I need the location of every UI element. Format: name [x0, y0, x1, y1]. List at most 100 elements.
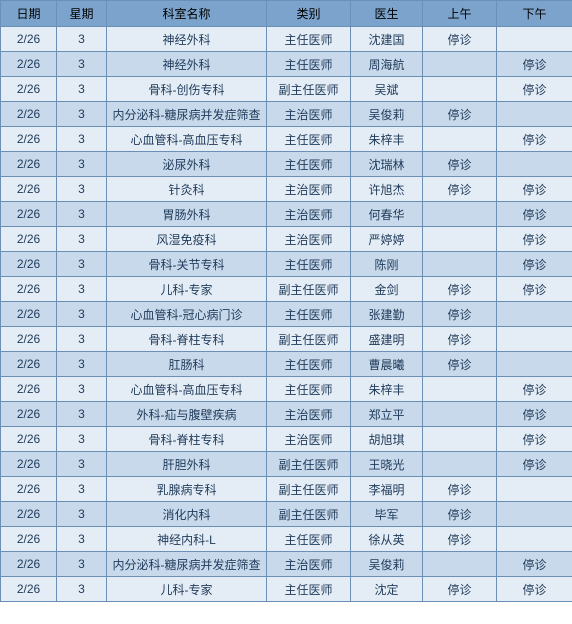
col-header-dept: 科室名称	[107, 1, 267, 27]
cell-am	[423, 77, 497, 102]
col-header-pm: 下午	[497, 1, 572, 27]
table-row: 2/263骨科-关节专科主任医师陈刚停诊	[1, 252, 572, 277]
cell-dept: 乳腺病专科	[107, 477, 267, 502]
cell-pm: 停诊	[497, 177, 572, 202]
cell-week: 3	[57, 152, 107, 177]
cell-week: 3	[57, 327, 107, 352]
cell-am	[423, 227, 497, 252]
cell-week: 3	[57, 252, 107, 277]
cell-pm	[497, 302, 572, 327]
cell-date: 2/26	[1, 427, 57, 452]
cell-date: 2/26	[1, 252, 57, 277]
cell-dept: 骨科-脊柱专科	[107, 327, 267, 352]
cell-week: 3	[57, 502, 107, 527]
cell-am	[423, 252, 497, 277]
cell-dept: 风湿免疫科	[107, 227, 267, 252]
cell-pm	[497, 527, 572, 552]
cell-pm: 停诊	[497, 552, 572, 577]
cell-pm	[497, 27, 572, 52]
cell-date: 2/26	[1, 327, 57, 352]
table-row: 2/263外科-疝与腹壁疾病主治医师郑立平停诊	[1, 402, 572, 427]
cell-dept: 儿科-专家	[107, 577, 267, 602]
cell-week: 3	[57, 102, 107, 127]
cell-week: 3	[57, 77, 107, 102]
cell-pm: 停诊	[497, 402, 572, 427]
cell-cat: 主任医师	[267, 302, 351, 327]
cell-cat: 主治医师	[267, 402, 351, 427]
cell-date: 2/26	[1, 452, 57, 477]
cell-am: 停诊	[423, 577, 497, 602]
cell-cat: 副主任医师	[267, 477, 351, 502]
table-row: 2/263内分泌科-糖尿病并发症筛查主治医师吴俊莉停诊	[1, 552, 572, 577]
cell-pm: 停诊	[497, 377, 572, 402]
cell-pm	[497, 327, 572, 352]
cell-week: 3	[57, 202, 107, 227]
cell-pm: 停诊	[497, 277, 572, 302]
cell-cat: 主任医师	[267, 352, 351, 377]
cell-pm: 停诊	[497, 252, 572, 277]
cell-date: 2/26	[1, 277, 57, 302]
cell-cat: 主任医师	[267, 52, 351, 77]
table-row: 2/263心血管科-冠心病门诊主任医师张建勤停诊	[1, 302, 572, 327]
cell-dept: 内分泌科-糖尿病并发症筛查	[107, 102, 267, 127]
cell-date: 2/26	[1, 77, 57, 102]
cell-week: 3	[57, 302, 107, 327]
cell-date: 2/26	[1, 477, 57, 502]
cell-dept: 神经外科	[107, 52, 267, 77]
cell-week: 3	[57, 402, 107, 427]
cell-doc: 严婷婷	[351, 227, 423, 252]
cell-date: 2/26	[1, 302, 57, 327]
cell-doc: 沈瑞林	[351, 152, 423, 177]
cell-date: 2/26	[1, 502, 57, 527]
cell-doc: 何春华	[351, 202, 423, 227]
cell-dept: 心血管科-高血压专科	[107, 377, 267, 402]
cell-pm	[497, 352, 572, 377]
cell-cat: 主治医师	[267, 227, 351, 252]
cell-date: 2/26	[1, 402, 57, 427]
table-row: 2/263肛肠科主任医师曹晨曦停诊	[1, 352, 572, 377]
cell-doc: 胡旭琪	[351, 427, 423, 452]
cell-cat: 主治医师	[267, 552, 351, 577]
table-row: 2/263消化内科副主任医师毕军停诊	[1, 502, 572, 527]
table-header-row: 日期 星期 科室名称 类别 医生 上午 下午	[1, 1, 572, 27]
cell-doc: 朱梓丰	[351, 377, 423, 402]
cell-doc: 陈刚	[351, 252, 423, 277]
cell-doc: 张建勤	[351, 302, 423, 327]
cell-am: 停诊	[423, 27, 497, 52]
cell-am: 停诊	[423, 277, 497, 302]
cell-week: 3	[57, 427, 107, 452]
cell-pm: 停诊	[497, 577, 572, 602]
table-row: 2/263风湿免疫科主治医师严婷婷停诊	[1, 227, 572, 252]
cell-doc: 沈定	[351, 577, 423, 602]
cell-week: 3	[57, 177, 107, 202]
cell-doc: 周海航	[351, 52, 423, 77]
cell-doc: 盛建明	[351, 327, 423, 352]
schedule-table: 日期 星期 科室名称 类别 医生 上午 下午 2/263神经外科主任医师沈建国停…	[0, 0, 572, 602]
cell-date: 2/26	[1, 52, 57, 77]
table-row: 2/263骨科-脊柱专科副主任医师盛建明停诊	[1, 327, 572, 352]
cell-doc: 曹晨曦	[351, 352, 423, 377]
cell-pm	[497, 152, 572, 177]
cell-week: 3	[57, 227, 107, 252]
cell-pm	[497, 502, 572, 527]
cell-week: 3	[57, 552, 107, 577]
cell-am: 停诊	[423, 152, 497, 177]
cell-dept: 神经内科-L	[107, 527, 267, 552]
cell-dept: 心血管科-冠心病门诊	[107, 302, 267, 327]
cell-pm: 停诊	[497, 202, 572, 227]
cell-cat: 主治医师	[267, 202, 351, 227]
cell-am: 停诊	[423, 527, 497, 552]
cell-doc: 朱梓丰	[351, 127, 423, 152]
cell-am	[423, 127, 497, 152]
cell-doc: 毕军	[351, 502, 423, 527]
cell-date: 2/26	[1, 527, 57, 552]
cell-doc: 吴斌	[351, 77, 423, 102]
cell-cat: 主任医师	[267, 127, 351, 152]
cell-date: 2/26	[1, 152, 57, 177]
cell-dept: 骨科-脊柱专科	[107, 427, 267, 452]
cell-cat: 副主任医师	[267, 452, 351, 477]
cell-pm: 停诊	[497, 452, 572, 477]
table-row: 2/263肝胆外科副主任医师王晓光停诊	[1, 452, 572, 477]
cell-date: 2/26	[1, 352, 57, 377]
cell-dept: 针灸科	[107, 177, 267, 202]
